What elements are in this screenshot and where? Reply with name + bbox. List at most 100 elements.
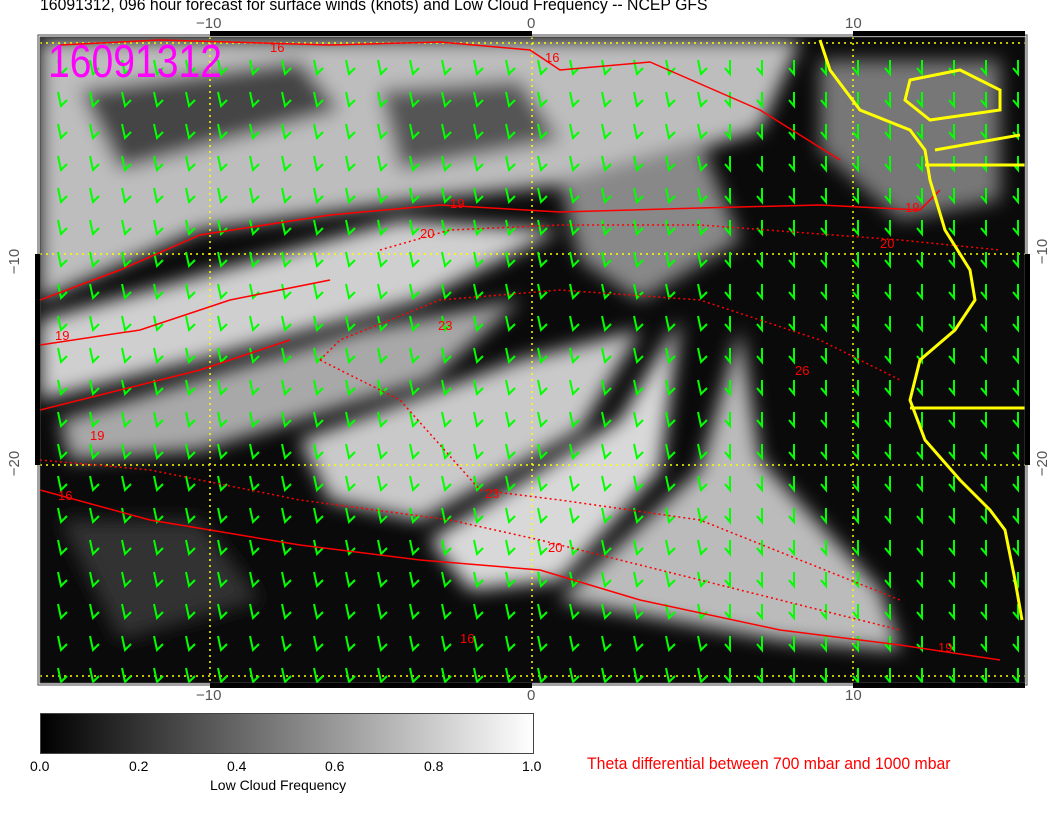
wind-barb — [788, 60, 795, 77]
wind-barb — [916, 284, 923, 301]
wind-barb — [1012, 316, 1019, 333]
wind-barb — [409, 539, 420, 557]
contour-label: 16 — [545, 50, 559, 65]
wind-barb — [1012, 636, 1019, 653]
wind-barb — [697, 635, 708, 653]
wind-barb — [89, 667, 100, 683]
wind-barb — [345, 155, 356, 173]
wind-barb — [153, 603, 164, 621]
wind-barb — [633, 315, 644, 333]
wind-barb — [409, 283, 420, 301]
wind-barb — [948, 380, 955, 397]
wind-barb — [441, 91, 452, 109]
wind-barb — [313, 123, 324, 141]
wind-barb — [441, 411, 452, 429]
wind-barb — [852, 60, 859, 77]
wind-barb — [441, 443, 452, 461]
wind-barb — [505, 91, 516, 109]
wind-barb — [569, 219, 580, 237]
wind-barb — [89, 315, 100, 333]
wind-barb — [980, 540, 987, 557]
wind-barb — [948, 444, 955, 461]
wind-barb — [345, 187, 356, 205]
wind-barb — [473, 539, 484, 557]
wind-barb — [217, 411, 228, 429]
wind-barb — [1012, 220, 1019, 237]
wind-barb — [756, 476, 763, 493]
wind-barb — [633, 187, 644, 205]
wind-barb — [724, 156, 731, 173]
wind-barb — [185, 667, 196, 683]
wind-barb — [980, 572, 987, 589]
wind-barb — [724, 220, 731, 237]
wind-barb — [377, 635, 388, 653]
wind-barb — [249, 603, 260, 621]
wind-barb — [89, 379, 100, 397]
wind-barb — [916, 252, 923, 269]
wind-barb — [788, 476, 795, 493]
wind-barb — [505, 443, 516, 461]
wind-barb — [537, 59, 548, 77]
wind-barb — [756, 156, 763, 173]
colorbar-tick: 0.0 — [30, 758, 50, 774]
wind-barb — [57, 219, 68, 237]
wind-barb — [57, 187, 68, 205]
wind-barb — [980, 508, 987, 525]
wind-barb — [505, 411, 516, 429]
wind-barb — [788, 540, 795, 557]
wind-barb — [601, 59, 612, 77]
wind-barb — [665, 187, 676, 205]
wind-barb — [345, 91, 356, 109]
wind-barb — [249, 187, 260, 205]
wind-barbs — [57, 59, 1019, 683]
wind-barb — [820, 604, 827, 621]
wind-barb — [281, 411, 292, 429]
wind-barb — [249, 443, 260, 461]
wind-barb — [57, 379, 68, 397]
wind-barb — [473, 667, 484, 683]
wind-barb — [884, 636, 891, 653]
wind-barb — [89, 475, 100, 493]
wind-barb — [1012, 188, 1019, 205]
wind-barb — [473, 59, 484, 77]
wind-barb — [153, 187, 164, 205]
wind-barb — [377, 347, 388, 365]
wind-barb — [980, 380, 987, 397]
wind-barb — [441, 187, 452, 205]
wind-barb — [980, 604, 987, 621]
wind-barb — [121, 539, 132, 557]
wind-barb — [313, 59, 324, 77]
wind-barb — [852, 316, 859, 333]
wind-barb — [633, 475, 644, 493]
wind-barb — [185, 91, 196, 109]
wind-barb — [569, 411, 580, 429]
wind-barb — [89, 187, 100, 205]
wind-barb — [980, 348, 987, 365]
wind-barb — [724, 508, 731, 525]
colorbar-tick: 0.2 — [129, 758, 149, 774]
wind-barb — [89, 251, 100, 269]
colorbar — [40, 713, 534, 754]
wind-barb — [249, 635, 260, 653]
wind-barb — [473, 571, 484, 589]
wind-barb — [281, 59, 292, 77]
wind-barb — [505, 155, 516, 173]
wind-barb — [537, 251, 548, 269]
wind-barb — [537, 219, 548, 237]
wind-barb — [153, 219, 164, 237]
wind-barb — [313, 539, 324, 557]
wind-barb — [788, 124, 795, 141]
wind-barb — [441, 347, 452, 365]
wind-barb — [537, 635, 548, 653]
wind-barb — [884, 476, 891, 493]
wind-barb — [377, 667, 388, 683]
wind-barb — [697, 539, 708, 557]
wind-barb — [281, 315, 292, 333]
wind-barb — [633, 155, 644, 173]
wind-barb — [820, 284, 827, 301]
wind-barb — [249, 315, 260, 333]
wind-barb — [89, 219, 100, 237]
wind-barb — [281, 91, 292, 109]
wind-barb — [89, 411, 100, 429]
wind-barb — [441, 507, 452, 525]
